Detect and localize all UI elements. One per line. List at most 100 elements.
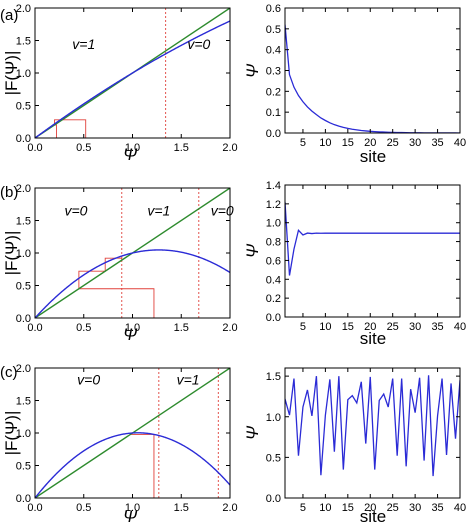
y-tick-label: 0.6 bbox=[266, 255, 281, 267]
x-tick-label: 25 bbox=[387, 321, 399, 333]
y-tick-label: 0.3 bbox=[266, 66, 281, 78]
y-tick-label: 0.6 bbox=[266, 3, 281, 15]
region-label: v=0 bbox=[77, 371, 100, 387]
plot-area: v=1 v=0 0.0 0.5 1.0 1.5 2.0 0.0 0.5 1.0 1.5 2.0 bbox=[16, 3, 238, 154]
series-ylabel-b: Ψ bbox=[243, 243, 262, 258]
series-line bbox=[285, 24, 460, 133]
x-tick-label: 25 bbox=[387, 502, 399, 514]
series-ylabel-a: Ψ bbox=[243, 63, 262, 78]
y-tick-label: 1.0 bbox=[16, 68, 31, 80]
y-tick-label: 1.0 bbox=[16, 428, 31, 440]
map-curve bbox=[35, 432, 230, 498]
y-tick-label: 1.4 bbox=[266, 180, 281, 192]
series-xlabel-b: site bbox=[360, 329, 386, 348]
map-xlabel-a: Ψ bbox=[123, 145, 138, 164]
plot-contents bbox=[35, 188, 230, 318]
map-curve bbox=[35, 249, 230, 318]
x-tick-label: 20 bbox=[364, 321, 376, 333]
y-tick-label: 0.5 bbox=[16, 461, 31, 473]
x-tick-label: 0.5 bbox=[76, 322, 91, 334]
series-panel-b: Ψ site 5 10 15 20 25 30 35 40 0.0 0.2 0.4 0.6 0.8 1.0… bbox=[243, 180, 466, 348]
cobweb-path bbox=[78, 257, 155, 318]
x-tick-label: 40 bbox=[454, 137, 466, 149]
x-tick-label: 10 bbox=[319, 321, 331, 333]
y-tick-label: 0.1 bbox=[266, 107, 281, 119]
map-ylabel-b: |F(Ψ)| bbox=[2, 231, 21, 276]
x-tick-label: 35 bbox=[431, 502, 443, 514]
x-tick-label: 30 bbox=[409, 137, 421, 149]
x-tick-label: 1.0 bbox=[125, 142, 140, 154]
y-tick-label: 1.5 bbox=[16, 216, 31, 228]
y-tick-label: 2.0 bbox=[16, 363, 31, 375]
y-tick-label: 1.0 bbox=[266, 218, 281, 230]
plot-contents bbox=[285, 201, 460, 276]
plot-contents bbox=[285, 24, 460, 133]
y-tick-label: 0.5 bbox=[16, 101, 31, 113]
x-tick-label: 2.0 bbox=[222, 142, 237, 154]
region-label: v=1 bbox=[147, 202, 170, 218]
x-tick-label: 25 bbox=[387, 137, 399, 149]
plot-contents bbox=[35, 8, 230, 138]
plot-frame bbox=[284, 367, 461, 499]
plot-area: 5 10 15 20 25 30 35 40 0.0 0.1 0.2 0.3 0.4 0.5 0.6 bbox=[266, 3, 466, 149]
x-tick-label: 30 bbox=[409, 502, 421, 514]
map-ylabel-c: |F(Ψ)| bbox=[2, 411, 21, 456]
y-tick-label: 0.4 bbox=[266, 45, 281, 57]
x-tick-label: 40 bbox=[454, 321, 466, 333]
series-panel-c: Ψ site 5 10 15 20 25 30 35 40 0.0 0.5 1.0 1.5 bbox=[243, 367, 466, 526]
map-ylabel-a: |F(Ψ)| bbox=[2, 51, 21, 96]
x-tick-label: 2.0 bbox=[222, 322, 237, 334]
y-tick-label: 1.0 bbox=[16, 248, 31, 260]
y-tick-label: 1.5 bbox=[266, 371, 281, 383]
x-tick-label: 40 bbox=[454, 502, 466, 514]
y-tick-label: 0.0 bbox=[266, 128, 281, 140]
series-ylabel-c: Ψ bbox=[243, 425, 262, 440]
plot-area: 5 10 15 20 25 30 35 40 0.0 0.2 0.4 0.6 0.8 1.0 1.2 1.4 bbox=[266, 180, 466, 333]
y-tick-label: 0.2 bbox=[266, 293, 281, 305]
plot-frame bbox=[284, 184, 461, 318]
x-tick-label: 20 bbox=[364, 137, 376, 149]
x-tick-label: 1.0 bbox=[125, 322, 140, 334]
x-tick-label: 15 bbox=[342, 137, 354, 149]
x-tick-label: 1.5 bbox=[174, 142, 189, 154]
series-xlabel-a: site bbox=[360, 147, 386, 166]
plot-frame bbox=[284, 7, 461, 134]
plot-area: v=0 v=1 v=0 0.0 0.5 1.0 1.5 2.0 0.0 0.5 1.0 1.5 2.0 bbox=[16, 183, 238, 334]
y-tick-label: 0.5 bbox=[266, 452, 281, 464]
y-tick-label: 1.2 bbox=[266, 199, 281, 211]
x-tick-label: 10 bbox=[319, 137, 331, 149]
panel-label-a: (a) bbox=[0, 7, 18, 24]
region-label: v=0 bbox=[211, 202, 234, 218]
panel-label-b: (b) bbox=[0, 184, 18, 201]
x-tick-label: 0.0 bbox=[27, 502, 42, 514]
x-tick-label: 5 bbox=[300, 502, 306, 514]
y-tick-label: 0.5 bbox=[266, 24, 281, 36]
y-tick-label: 0.0 bbox=[16, 493, 31, 505]
region-label: v=0 bbox=[187, 36, 210, 52]
map-panel-a: (a) |F(Ψ)| Ψ v=1 v=0 0.0 0.5 1.0 1.5 2.0 0.0 0.5… bbox=[0, 3, 238, 164]
plot-contents bbox=[35, 368, 230, 498]
y-tick-label: 0.0 bbox=[16, 313, 31, 325]
x-tick-label: 35 bbox=[431, 321, 443, 333]
y-tick-label: 0.0 bbox=[266, 312, 281, 324]
map-xlabel-c: Ψ bbox=[123, 507, 138, 526]
x-tick-label: 15 bbox=[342, 321, 354, 333]
y-tick-label: 0.4 bbox=[266, 274, 281, 286]
map-xlabel-b: Ψ bbox=[123, 325, 138, 344]
y-tick-label: 0.2 bbox=[266, 86, 281, 98]
y-tick-label: 1.5 bbox=[16, 36, 31, 48]
x-tick-label: 0.0 bbox=[27, 322, 42, 334]
x-tick-label: 35 bbox=[431, 137, 443, 149]
cobweb-path bbox=[129, 432, 155, 498]
y-tick-label: 1.0 bbox=[266, 412, 281, 424]
panel-label-c: (c) bbox=[0, 364, 18, 381]
x-tick-label: 2.0 bbox=[222, 502, 237, 514]
x-tick-label: 20 bbox=[364, 502, 376, 514]
x-tick-label: 1.5 bbox=[174, 502, 189, 514]
x-tick-label: 0.5 bbox=[76, 142, 91, 154]
x-tick-label: 5 bbox=[300, 137, 306, 149]
region-label: v=0 bbox=[64, 202, 87, 218]
x-tick-label: 0.5 bbox=[76, 502, 91, 514]
x-tick-label: 1.5 bbox=[174, 322, 189, 334]
